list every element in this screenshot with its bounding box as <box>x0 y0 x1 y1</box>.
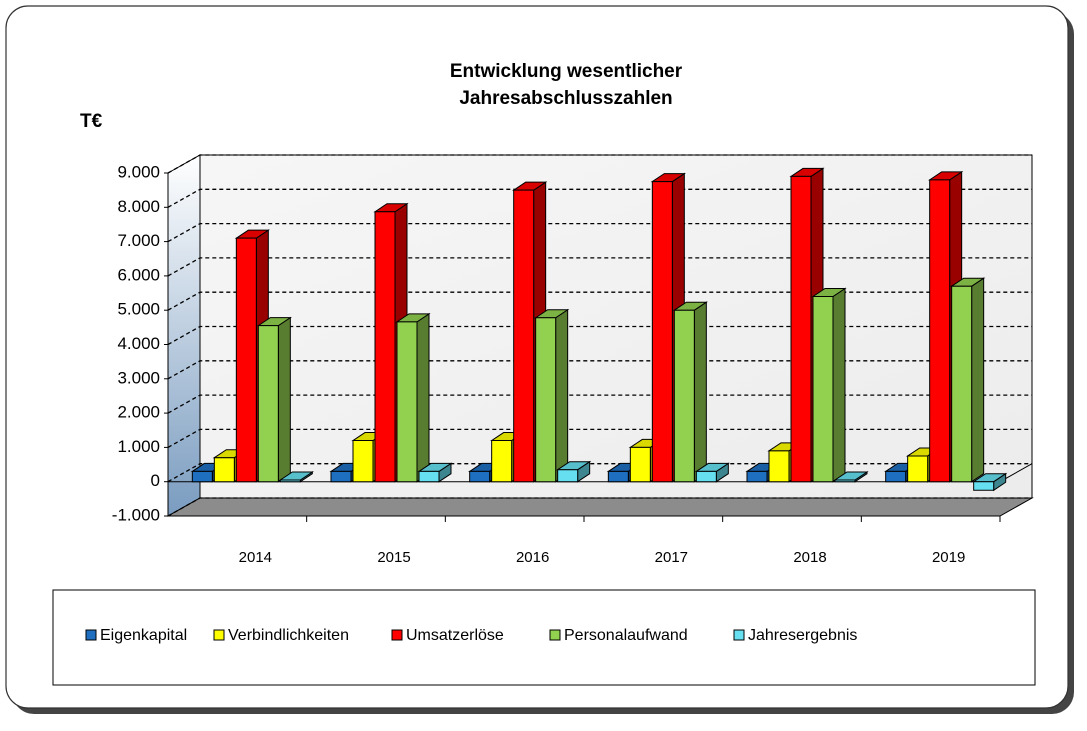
legend-label: Jahresergebnis <box>748 627 857 644</box>
grid-line <box>167 360 1032 380</box>
bar <box>950 277 986 483</box>
x-tick-label: 2016 <box>516 549 549 566</box>
bar-front <box>629 446 651 483</box>
bar-front <box>951 285 973 483</box>
side-wall <box>167 154 201 517</box>
bar-side <box>416 312 430 483</box>
grid-line <box>167 497 1032 517</box>
legend-swatch <box>85 629 97 641</box>
y-tick-label: 2.000 <box>117 403 160 422</box>
bar-front <box>330 470 352 483</box>
bar <box>278 471 314 483</box>
bar-side <box>693 301 707 483</box>
bar-front <box>607 470 629 483</box>
legend-swatch <box>391 629 403 641</box>
y-tick-label: 7.000 <box>117 231 160 250</box>
legend-label: Verbindlichkeiten <box>228 627 349 644</box>
bar-front <box>396 321 418 483</box>
bar-side <box>832 287 846 483</box>
bar-front <box>768 450 790 483</box>
bar-front <box>673 309 695 483</box>
bar-front <box>257 325 279 483</box>
bar-side <box>971 277 985 483</box>
bar-front <box>834 479 856 483</box>
bar <box>811 287 847 483</box>
y-axis-label: T€ <box>80 111 103 132</box>
legend-swatch <box>549 629 561 641</box>
bar-front <box>535 317 557 483</box>
bar-front <box>279 479 301 483</box>
bar-front <box>469 470 491 483</box>
bar-front <box>790 175 812 483</box>
y-tick-label: 1.000 <box>117 437 160 456</box>
bar <box>972 472 1008 492</box>
grid-line <box>167 188 1032 208</box>
y-tick-label: 5.000 <box>117 300 160 319</box>
y-tick-label: 9.000 <box>117 162 160 181</box>
y-tick-label: 4.000 <box>117 334 160 353</box>
bar <box>672 301 708 483</box>
bar-front <box>513 189 535 483</box>
bar-front <box>885 470 907 483</box>
bar-front <box>191 470 213 483</box>
grid-line <box>167 428 1032 448</box>
bar <box>694 462 730 483</box>
bar-front <box>746 470 768 483</box>
legend-label: Personalaufwand <box>564 627 688 644</box>
y-tick-label: 8.000 <box>117 197 160 216</box>
bar-front <box>973 481 995 491</box>
grid-line <box>167 291 1032 311</box>
legend-swatch <box>213 629 225 641</box>
bar-front <box>929 179 951 483</box>
chart-title: Jahresabschlusszahlen <box>459 88 672 109</box>
x-tick-label: 2015 <box>377 549 410 566</box>
bar <box>556 460 592 483</box>
y-tick-label: -1.000 <box>112 505 160 524</box>
bar <box>256 316 292 483</box>
bar-front <box>352 440 374 483</box>
grid-line <box>167 325 1032 346</box>
legend-swatch <box>733 629 745 641</box>
bar-front <box>491 440 513 483</box>
bar-front <box>907 455 929 483</box>
bar-front <box>651 181 673 483</box>
grid-line <box>167 394 1032 414</box>
grid-line <box>167 154 1032 174</box>
bar <box>417 462 453 483</box>
bar-front <box>812 295 834 483</box>
bar-side <box>277 316 291 483</box>
grid-line <box>167 463 1032 483</box>
y-tick-label: 0 <box>151 471 160 490</box>
chart-title: Entwicklung wesentlicher <box>450 61 683 82</box>
bar-front <box>695 470 717 483</box>
bar <box>833 471 869 483</box>
bar-front <box>418 470 440 483</box>
bar-front <box>557 469 579 483</box>
x-tick-label: 2018 <box>793 549 826 566</box>
grid-line <box>167 222 1032 243</box>
bar-front <box>374 211 396 483</box>
bar-front <box>235 237 257 483</box>
floor <box>166 497 1034 517</box>
x-tick-label: 2019 <box>932 549 965 566</box>
x-tick-label: 2017 <box>655 549 688 566</box>
legend-label: Umsatzerlöse <box>406 627 504 644</box>
bar-front <box>213 457 235 483</box>
bar <box>395 312 431 483</box>
bar-side <box>555 308 569 483</box>
x-tick-label: 2014 <box>239 549 272 566</box>
y-tick-label: 6.000 <box>117 265 160 284</box>
y-tick-label: 3.000 <box>117 368 160 387</box>
grid-line <box>167 257 1032 277</box>
bar <box>534 308 570 483</box>
legend-label: Eigenkapital <box>100 627 187 644</box>
legend-box <box>52 589 1036 686</box>
